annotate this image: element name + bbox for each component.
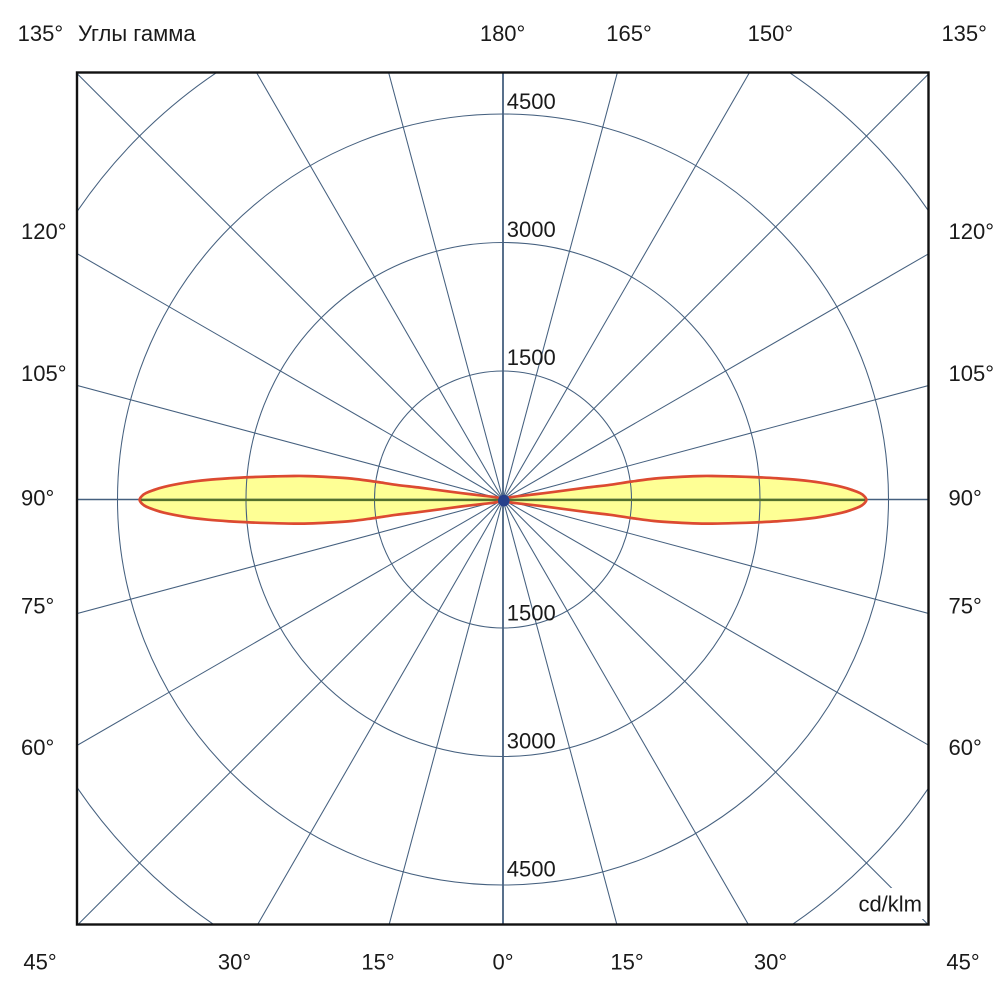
svg-text:15°: 15° — [610, 950, 643, 975]
svg-text:135°: 135° — [941, 21, 987, 46]
svg-text:75°: 75° — [949, 593, 982, 618]
svg-text:90°: 90° — [21, 485, 54, 510]
svg-text:180°: 180° — [480, 21, 526, 46]
svg-text:60°: 60° — [949, 735, 982, 760]
svg-text:135°: 135° — [18, 21, 64, 46]
svg-text:cd/klm: cd/klm — [858, 892, 922, 917]
svg-text:105°: 105° — [21, 361, 67, 386]
svg-text:30°: 30° — [218, 950, 251, 975]
svg-text:3000: 3000 — [507, 217, 556, 242]
svg-text:60°: 60° — [21, 735, 54, 760]
svg-text:90°: 90° — [949, 485, 982, 510]
svg-text:120°: 120° — [949, 219, 995, 244]
svg-text:3000: 3000 — [507, 728, 556, 753]
svg-text:15°: 15° — [361, 950, 394, 975]
svg-text:Углы гамма: Углы гамма — [78, 21, 196, 46]
svg-text:30°: 30° — [754, 950, 787, 975]
svg-text:4500: 4500 — [507, 89, 556, 114]
svg-text:45°: 45° — [946, 950, 979, 975]
svg-text:120°: 120° — [21, 219, 67, 244]
svg-text:4500: 4500 — [507, 856, 556, 881]
svg-text:1500: 1500 — [507, 600, 556, 625]
svg-text:165°: 165° — [606, 21, 652, 46]
svg-text:45°: 45° — [23, 950, 56, 975]
svg-text:150°: 150° — [748, 21, 794, 46]
svg-text:1500: 1500 — [507, 345, 556, 370]
svg-text:0°: 0° — [492, 950, 513, 975]
svg-text:105°: 105° — [949, 361, 995, 386]
svg-text:75°: 75° — [21, 593, 54, 618]
